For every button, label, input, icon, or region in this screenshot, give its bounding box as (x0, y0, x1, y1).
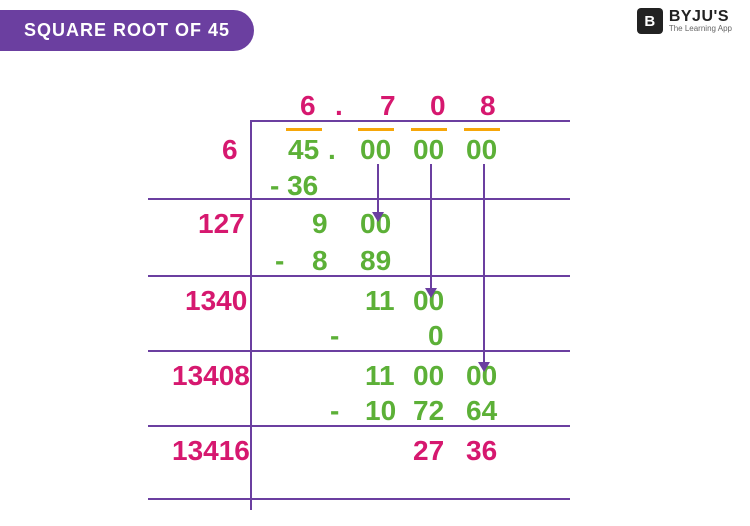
math-cell: 00 (360, 134, 391, 166)
math-cell: 127 (198, 208, 245, 240)
math-cell: . (335, 90, 343, 122)
rule-line (250, 120, 252, 510)
math-cell: 13408 (172, 360, 250, 392)
group-bar (286, 128, 322, 131)
bring-down-arrow (372, 164, 384, 222)
math-cell: 0 (430, 90, 446, 122)
math-cell: 00 (413, 360, 444, 392)
math-cell: 7 (380, 90, 396, 122)
rule-line (250, 120, 570, 122)
math-cell: - (330, 320, 339, 352)
long-division-diagram: 6. 7 0 8 45. 00 00 00 6 127 1340 13408 13416 - 36 9 00 -… (0, 60, 750, 526)
math-cell: 11 (365, 360, 395, 392)
math-cell: 72 (413, 395, 444, 427)
math-cell: - (275, 245, 284, 277)
math-cell: . (328, 134, 336, 166)
math-cell: 6 (300, 90, 316, 122)
logo: B BYJU'S The Learning App (637, 8, 732, 34)
math-cell: - 36 (270, 170, 318, 202)
math-cell: 64 (466, 395, 497, 427)
math-cell: 11 (365, 285, 395, 317)
math-cell: 89 (360, 245, 391, 277)
logo-text: BYJU'S The Learning App (669, 9, 732, 33)
math-cell: 6 (222, 134, 238, 166)
math-cell: 10 (365, 395, 396, 427)
math-cell: 1340 (185, 285, 247, 317)
group-bar (464, 128, 500, 131)
math-cell: 9 (312, 208, 328, 240)
math-cell: - (330, 395, 339, 427)
rule-line (148, 198, 570, 200)
math-cell: 8 (480, 90, 496, 122)
math-cell: 45 (288, 134, 319, 166)
bring-down-arrow (478, 164, 490, 372)
rule-line (148, 275, 570, 277)
title-banner: SQUARE ROOT OF 45 (0, 10, 254, 51)
logo-badge-icon: B (637, 8, 663, 34)
logo-main: BYJU'S (669, 9, 732, 25)
rule-line (148, 425, 570, 427)
rule-line (148, 498, 570, 500)
math-cell: 27 (413, 435, 444, 467)
bring-down-arrow (425, 164, 437, 298)
group-bar (411, 128, 447, 131)
math-cell: 13416 (172, 435, 250, 467)
math-cell: 36 (466, 435, 497, 467)
math-cell: 00 (413, 134, 444, 166)
math-cell: 0 (428, 320, 444, 352)
logo-sub: The Learning App (669, 25, 732, 33)
math-cell: 8 (312, 245, 328, 277)
math-cell: 00 (466, 134, 497, 166)
rule-line (148, 350, 570, 352)
group-bar (358, 128, 394, 131)
